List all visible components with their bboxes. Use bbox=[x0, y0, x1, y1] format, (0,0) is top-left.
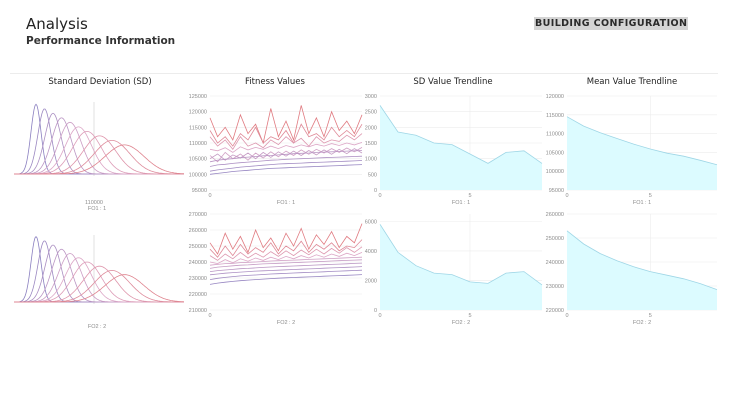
mean-trend-1-y-tick-label: 95000 bbox=[549, 188, 564, 194]
fitness-1-series-line bbox=[209, 160, 363, 172]
fitness-1-series-line bbox=[209, 133, 363, 150]
sd-trend-2-area-fill bbox=[380, 224, 542, 310]
sd-1-distribution-curve bbox=[14, 103, 184, 175]
sd-trend-2-y-tick-label: 2000 bbox=[365, 278, 377, 284]
sd-trend-1-x-tick-label: 0 bbox=[378, 193, 381, 199]
fitness-2-series-line bbox=[209, 269, 363, 280]
sd-trend-1-y-tick-label: 2000 bbox=[365, 125, 377, 131]
mean-trend-2-x-tick-label: 0 bbox=[565, 313, 568, 319]
mean-trend-1-y-tick-label: 100000 bbox=[546, 169, 564, 175]
fitness-1-y-tick-label: 95000 bbox=[192, 188, 207, 194]
fitness-1-series-line bbox=[209, 105, 363, 145]
mean-trend-2-x-tick-label: 5 bbox=[649, 313, 652, 319]
sd-trend-2-y-tick-label: 4000 bbox=[365, 249, 377, 255]
mean-trend-1-y-tick-label: 105000 bbox=[546, 150, 564, 156]
sd-trend-1-area-fill bbox=[380, 105, 542, 190]
sd-trend-2-y-tick-label: 6000 bbox=[365, 219, 377, 225]
fitness-2-series-line bbox=[209, 262, 363, 272]
mean-trend-2-x-label: FO2 : 2 bbox=[633, 320, 651, 326]
fitness-1-y-tick-label: 120000 bbox=[189, 110, 207, 116]
sd-trend-1-y-tick-label: 500 bbox=[368, 172, 377, 178]
fitness-2-series-line bbox=[209, 256, 363, 266]
sd-trend-1-y-tick-label: 1500 bbox=[365, 141, 377, 147]
header-divider bbox=[10, 73, 718, 74]
fitness-1-y-tick-label: 125000 bbox=[189, 94, 207, 100]
fitness-2-x-tick-label: 0 bbox=[208, 313, 211, 319]
fitness-2-y-tick-label: 270000 bbox=[189, 212, 207, 218]
mean-trend-1-x-label: FO1 : 1 bbox=[633, 200, 651, 206]
sd-trend-1-y-tick-label: 1000 bbox=[365, 157, 377, 163]
fitness-2-y-tick-label: 240000 bbox=[189, 260, 207, 266]
sd-trend-1-area-line bbox=[379, 105, 543, 164]
fitness-2-y-tick-label: 210000 bbox=[189, 308, 207, 314]
mean-trend-2-y-tick-label: 240000 bbox=[546, 260, 564, 266]
fitness-1-series-line bbox=[209, 142, 363, 153]
mean-trend-2-area-line bbox=[566, 230, 718, 290]
fitness-1-y-tick-label: 110000 bbox=[189, 141, 207, 147]
column-title-mean-trend: Mean Value Trendline bbox=[586, 77, 678, 87]
mean-trend-2-y-tick-label: 250000 bbox=[546, 236, 564, 242]
building-configuration-button[interactable]: BUILDING CONFIGURATION bbox=[534, 17, 689, 30]
sd-2-distribution-curve bbox=[14, 265, 184, 303]
sd-1-distribution-curve bbox=[14, 144, 184, 175]
sd-2-distribution-curve bbox=[14, 235, 184, 303]
sd-trend-2-x-tick-label: 5 bbox=[468, 313, 471, 319]
fitness-2-y-tick-label: 220000 bbox=[189, 292, 207, 298]
fitness-1-y-tick-label: 100000 bbox=[189, 172, 207, 178]
fitness-2-y-tick-label: 260000 bbox=[189, 228, 207, 234]
mean-trend-2-y-tick-label: 230000 bbox=[546, 284, 564, 290]
fitness-1-x-label: FO1 : 1 bbox=[277, 200, 295, 206]
mean-trend-2-y-tick-label: 260000 bbox=[546, 212, 564, 218]
page-title: Analysis bbox=[26, 15, 88, 33]
sd-trend-1-y-tick-label: 3000 bbox=[365, 94, 377, 100]
sd-trend-1-y-tick-label: 0 bbox=[374, 188, 377, 194]
sd-2-distribution-curve bbox=[14, 257, 184, 303]
fitness-2-series-line bbox=[209, 239, 363, 258]
fitness-1-x-tick-label: 0 bbox=[208, 193, 211, 199]
mean-trend-1-area-line bbox=[566, 116, 718, 166]
sd-2-distribution-curve bbox=[14, 274, 185, 303]
column-title-sd-trend: SD Value Trendline bbox=[413, 77, 493, 87]
fitness-1-y-tick-label: 115000 bbox=[189, 125, 207, 131]
fitness-2-series-line bbox=[209, 246, 363, 261]
fitness-1-series-line bbox=[209, 148, 363, 161]
sd-1-x-label: FO1 : 1 bbox=[88, 206, 106, 212]
sd-1-distribution-curve bbox=[14, 126, 184, 175]
fitness-2-x-label: FO2 : 2 bbox=[277, 320, 295, 326]
sd-trend-2-x-label: FO2 : 2 bbox=[452, 320, 470, 326]
fitness-1-series-line bbox=[209, 150, 363, 163]
fitness-1-series-line bbox=[209, 123, 363, 147]
fitness-2-series-line bbox=[209, 259, 363, 269]
fitness-2-y-tick-label: 250000 bbox=[189, 244, 207, 250]
fitness-2-series-line bbox=[209, 252, 363, 265]
mean-trend-2-area-fill bbox=[567, 230, 717, 310]
mean-trend-1-area-fill bbox=[567, 116, 717, 190]
sd-1-x-tick-label: 110000 bbox=[85, 200, 103, 206]
fitness-1-y-tick-label: 105000 bbox=[189, 157, 207, 163]
fitness-1-series-line bbox=[209, 164, 363, 175]
fitness-2-series-line bbox=[209, 223, 363, 255]
fitness-2-series-line bbox=[209, 274, 363, 285]
mean-trend-1-y-tick-label: 120000 bbox=[546, 94, 564, 100]
sd-trend-1-x-tick-label: 5 bbox=[468, 193, 471, 199]
mean-trend-1-x-tick-label: 0 bbox=[565, 193, 568, 199]
fitness-2-series-line bbox=[209, 266, 363, 276]
mean-trend-2-y-tick-label: 220000 bbox=[546, 308, 564, 314]
fitness-2-y-tick-label: 230000 bbox=[189, 276, 207, 282]
column-title-sd: Standard Deviation (SD) bbox=[48, 77, 152, 87]
mean-trend-1-y-tick-label: 110000 bbox=[546, 132, 564, 138]
fitness-1-series-line bbox=[209, 155, 363, 167]
mean-trend-1-y-tick-label: 115000 bbox=[546, 113, 564, 119]
sd-trend-2-area-line bbox=[379, 224, 543, 286]
sd-trend-1-x-label: FO1 : 1 bbox=[452, 200, 470, 206]
mean-trend-1-x-tick-label: 5 bbox=[649, 193, 652, 199]
sd-trend-2-x-tick-label: 0 bbox=[378, 313, 381, 319]
sd-trend-2-y-tick-label: 0 bbox=[374, 308, 377, 314]
column-title-fitness: Fitness Values bbox=[245, 77, 305, 87]
sd-2-x-label: FO2 : 2 bbox=[88, 324, 106, 330]
sd-1-distribution-curve bbox=[14, 135, 184, 175]
page-subtitle: Performance Information bbox=[26, 35, 176, 47]
sd-trend-1-y-tick-label: 2500 bbox=[365, 110, 377, 116]
